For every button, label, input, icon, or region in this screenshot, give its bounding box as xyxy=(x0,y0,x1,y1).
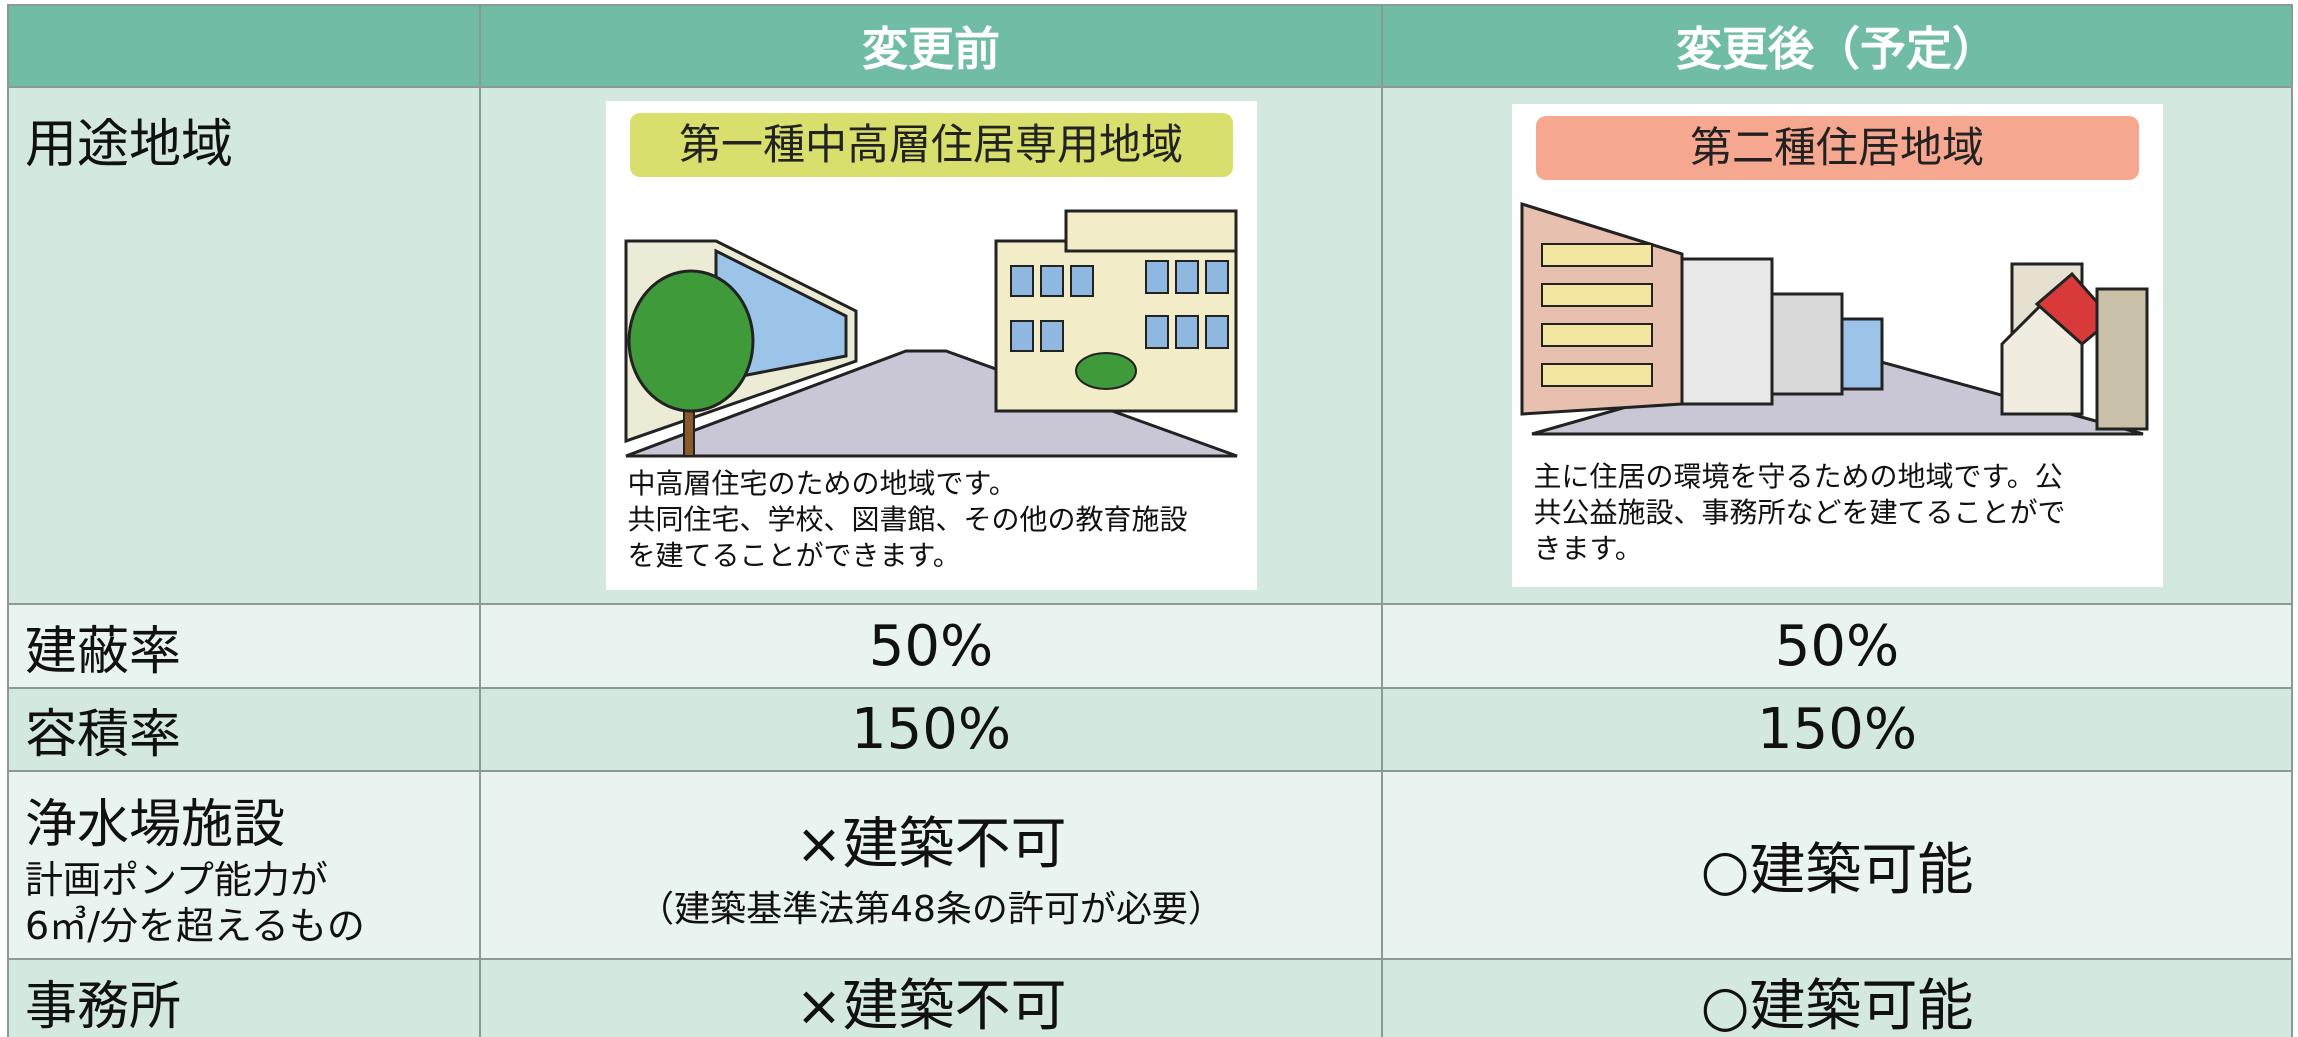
cell: 50% xyxy=(1381,603,2293,689)
cell: ×建築不可 （建築基準法第48条の許可が必要） xyxy=(479,770,1383,960)
row: 浄水場施設 計画ポンプ能力が 6㎥/分を超えるもの ×建築不可 （建築基準法第4… xyxy=(7,770,2293,960)
street-drawing xyxy=(624,209,1238,458)
row: 用途地域 第一種中高層住居専用地域 xyxy=(7,86,2293,605)
cell: ×建築不可 xyxy=(479,958,1383,1037)
description: 中高層住宅のための地域です。 共同住宅、学校、図書館、その他の教育施設 を建てる… xyxy=(628,466,1188,574)
row-note: 計画ポンプ能力が xyxy=(25,857,328,902)
zone-label: 第二種住居地域 xyxy=(1535,116,2139,180)
row-note: 6㎥/分を超えるもの xyxy=(25,903,365,948)
header-blank xyxy=(7,4,481,88)
cell: 第一種中高層住居専用地域 中 xyxy=(479,86,1383,605)
description-line: 共公益施設、事務所などを建てることがで xyxy=(1533,496,2066,529)
row-label: 建蔽率 xyxy=(7,603,481,689)
street-drawing xyxy=(1520,201,2148,436)
row-label-cell: 浄水場施設 計画ポンプ能力が 6㎥/分を超えるもの xyxy=(7,770,481,960)
illustration: 第一種中高層住居専用地域 中 xyxy=(605,101,1257,590)
row-label: 用途地域 xyxy=(7,86,481,605)
cell-text: ×建築不可 xyxy=(795,811,1067,877)
comparison-table: 変更前 変更後（予定） 用途地域 第一種中高層住居専用地域 xyxy=(7,4,2293,1037)
row-label: 浄水場施設 xyxy=(25,794,286,855)
row: 建蔽率 50% 50% xyxy=(7,603,2293,689)
zone-label: 第一種中高層住居専用地域 xyxy=(629,113,1233,177)
cell: 150% xyxy=(1381,687,2293,772)
description-line: を建てることができます。 xyxy=(627,539,961,572)
row-label: 容積率 xyxy=(7,687,481,772)
header-row: 変更前 変更後（予定） xyxy=(7,4,2293,88)
cell-note: （建築基準法第48条の許可が必要） xyxy=(638,888,1224,930)
cell: 150% xyxy=(479,687,1383,772)
description-line: 共同住宅、学校、図書館、その他の教育施設 xyxy=(627,503,1188,536)
cell: 第二種住居地域 主に住居の環境を守るための地域です。公 xyxy=(1381,86,2293,605)
description-line: 主に住居の環境を守るための地域です。公 xyxy=(1533,460,2063,493)
row-label: 事務所 xyxy=(7,958,481,1037)
cell: ○建築可能 xyxy=(1381,958,2293,1037)
cell: 50% xyxy=(479,603,1383,689)
header-cell: 変更後（予定） xyxy=(1381,4,2293,88)
row: 事務所 ×建築不可 ○建築可能 xyxy=(7,958,2293,1037)
description-line: きます。 xyxy=(1533,532,1643,565)
description-line: 中高層住宅のための地域です。 xyxy=(627,467,1017,500)
cell: ○建築可能 xyxy=(1381,770,2293,960)
row: 容積率 150% 150% xyxy=(7,687,2293,772)
description: 主に住居の環境を守るための地域です。公 共公益施設、事務所などを建てることがで … xyxy=(1534,459,2066,567)
header-cell: 変更前 xyxy=(479,4,1383,88)
illustration: 第二種住居地域 主に住居の環境を守るための地域です。公 xyxy=(1511,104,2163,587)
